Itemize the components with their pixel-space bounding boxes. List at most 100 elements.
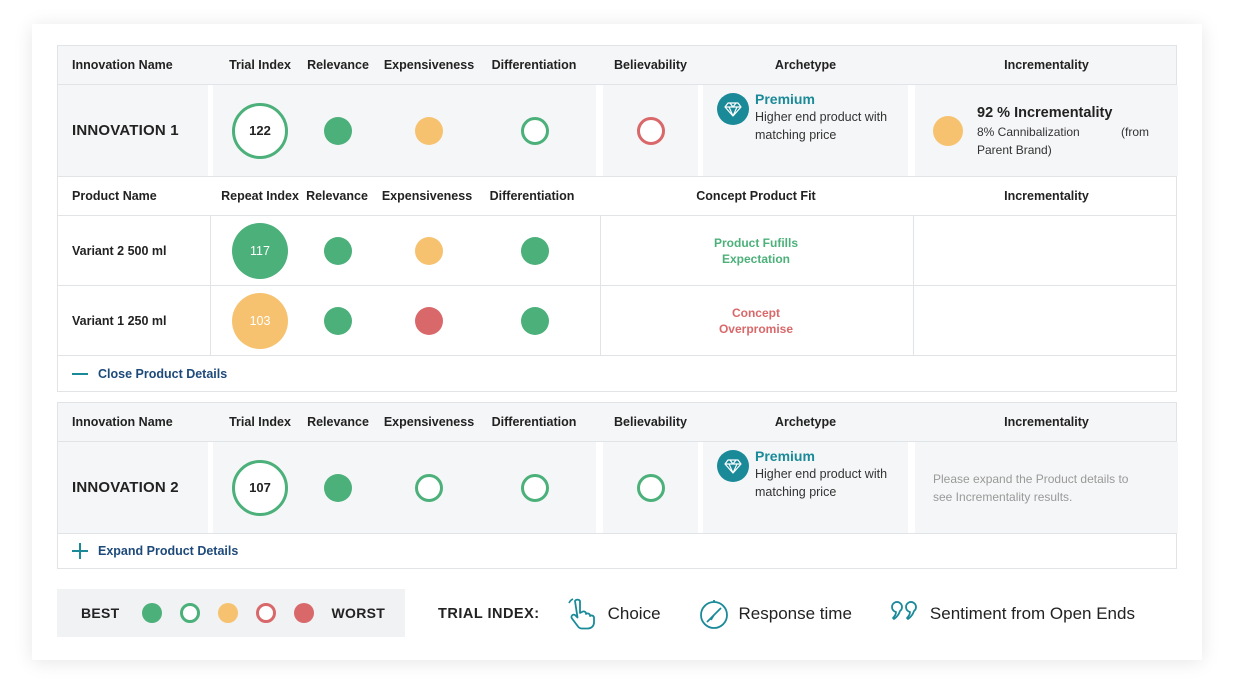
innovation-name: INNOVATION 2 [72, 479, 179, 496]
product-row: Variant 2 500 ml 117 Product Fufills Exp… [58, 216, 1176, 286]
archetype-desc-line-2: matching price [755, 485, 837, 499]
product-name: Variant 1 250 ml [72, 313, 167, 328]
trial-index-badge: 107 [232, 459, 288, 516]
innovation-header-row: Innovation Name Trial Index Relevance Ex… [58, 403, 1176, 442]
archetype-title: Premium [755, 91, 815, 107]
concept-fit-text: Product Fufills Expectation [714, 235, 798, 266]
incrementality-cell: 92 % Incrementality 8% Cannibalization (… [915, 85, 1178, 176]
believability-indicator [636, 473, 665, 502]
trial-index-key: TRIAL INDEX: Choice Response time Sentim… [438, 596, 1135, 632]
concept-fit-text: Concept Overpromise [718, 305, 794, 336]
innovation-row: INNOVATION 1 122 Premium Higher end prod… [58, 85, 1178, 177]
header-incrementality: Incrementality [1004, 415, 1089, 429]
header-innovation-name: Innovation Name [72, 58, 173, 72]
header-differentiation: Differentiation [491, 58, 577, 72]
innovation-header-row: Innovation Name Trial Index Relevance Ex… [58, 46, 1176, 85]
expensiveness-indicator [415, 473, 443, 502]
close-product-details-button[interactable]: Close Product Details [58, 357, 1176, 391]
diamond-icon [717, 93, 749, 125]
pointing-hand-icon [567, 598, 595, 630]
differentiation-indicator [521, 116, 549, 145]
relevance-indicator [324, 236, 352, 265]
header-product-differentiation: Differentiation [489, 189, 575, 203]
header-relevance: Relevance [307, 58, 369, 72]
relevance-indicator [324, 306, 352, 335]
header-relevance: Relevance [307, 415, 369, 429]
legend-red-ring [255, 603, 276, 623]
trial-choice-item: Choice [566, 597, 661, 631]
incrementality-cell: Please expand the Product details to see… [915, 442, 1178, 533]
differentiation-indicator [521, 236, 549, 265]
innovation-row: INNOVATION 2 107 Premium Higher end prod… [58, 442, 1178, 534]
repeat-index-badge: 117 [232, 222, 288, 279]
header-differentiation: Differentiation [491, 415, 577, 429]
legend-green-filled [141, 603, 162, 623]
expand-product-details-label: Expand Product Details [98, 544, 239, 558]
incrementality-indicator [933, 115, 963, 146]
header-repeat-index: Repeat Index [221, 189, 299, 203]
header-product-incrementality: Incrementality [1004, 189, 1089, 203]
legend-red-filled [293, 603, 314, 623]
trial-choice-text: Choice [607, 604, 661, 623]
innovation-name: INNOVATION 1 [72, 122, 179, 139]
cannibalization-from-text: (from [1121, 124, 1149, 139]
expand-product-details-button[interactable]: Expand Product Details [58, 534, 1176, 568]
header-archetype: Archetype [774, 415, 837, 429]
header-incrementality: Incrementality [1004, 58, 1089, 72]
indicator-legend: BEST WORST [57, 589, 405, 637]
repeat-index-badge: 103 [232, 292, 288, 349]
trial-index-label: TRIAL INDEX: [438, 606, 540, 622]
archetype-cell: Premium Higher end product with matching… [703, 85, 908, 176]
header-product-expensiveness: Expensiveness [381, 189, 473, 203]
header-believability: Believability [614, 415, 687, 429]
incrementality-note-line-2: see Incrementality results. [933, 489, 1073, 504]
close-product-details-label: Close Product Details [98, 367, 228, 381]
incrementality-note-line-1: Please expand the Product details to [933, 471, 1129, 486]
legend-amber-filled [217, 603, 238, 623]
archetype-cell: Premium Higher end product with matching… [703, 442, 908, 533]
innovation-2-block: Innovation Name Trial Index Relevance Ex… [57, 402, 1178, 569]
archetype-desc-line-1: Higher end product with [755, 467, 888, 481]
expensiveness-indicator [415, 306, 443, 335]
incrementality-title: 92 % Incrementality [977, 104, 1113, 121]
header-product-name: Product Name [72, 189, 157, 203]
relevance-indicator [324, 116, 352, 145]
cannibalization-text: 8% Cannibalization [977, 124, 1080, 139]
legend-worst-label: WORST [331, 605, 386, 621]
archetype-desc-line-1: Higher end product with [755, 110, 888, 124]
plus-icon [72, 543, 88, 559]
header-concept-product-fit: Concept Product Fit [696, 189, 816, 203]
diamond-icon [717, 450, 749, 482]
archetype-desc-line-2: matching price [755, 128, 837, 142]
expensiveness-indicator [415, 236, 443, 265]
quote-icon [891, 601, 917, 620]
product-header-row: Product Name Repeat Index Relevance Expe… [58, 177, 1176, 216]
expensiveness-indicator [415, 116, 443, 145]
trial-sentiment-item: Sentiment from Open Ends [888, 597, 1135, 631]
trial-sentiment-text: Sentiment from Open Ends [929, 604, 1135, 623]
differentiation-indicator [521, 306, 549, 335]
product-name: Variant 2 500 ml [72, 243, 167, 258]
product-row: Variant 1 250 ml 103 Concept Overpromise [58, 286, 1176, 356]
archetype-title: Premium [755, 448, 815, 464]
header-archetype: Archetype [774, 58, 837, 72]
differentiation-indicator [521, 473, 549, 502]
header-expensiveness: Expensiveness [383, 58, 475, 72]
relevance-indicator [324, 473, 352, 502]
header-believability: Believability [614, 58, 687, 72]
parent-brand-text: Parent Brand) [977, 142, 1052, 157]
innovation-1-block: Innovation Name Trial Index Relevance Ex… [57, 45, 1178, 392]
header-trial-index: Trial Index [229, 58, 291, 72]
stopwatch-icon [699, 600, 728, 629]
believability-indicator [636, 116, 665, 145]
trial-response-time-item: Response time [697, 597, 852, 631]
header-product-relevance: Relevance [306, 189, 368, 203]
trial-index-badge: 122 [232, 102, 288, 159]
header-expensiveness: Expensiveness [383, 415, 475, 429]
header-trial-index: Trial Index [229, 415, 291, 429]
legend-green-ring [179, 603, 200, 623]
trial-response-time-text: Response time [738, 604, 852, 623]
legend-best-label: BEST [81, 605, 120, 621]
header-innovation-name: Innovation Name [72, 415, 173, 429]
minus-icon [72, 372, 88, 376]
